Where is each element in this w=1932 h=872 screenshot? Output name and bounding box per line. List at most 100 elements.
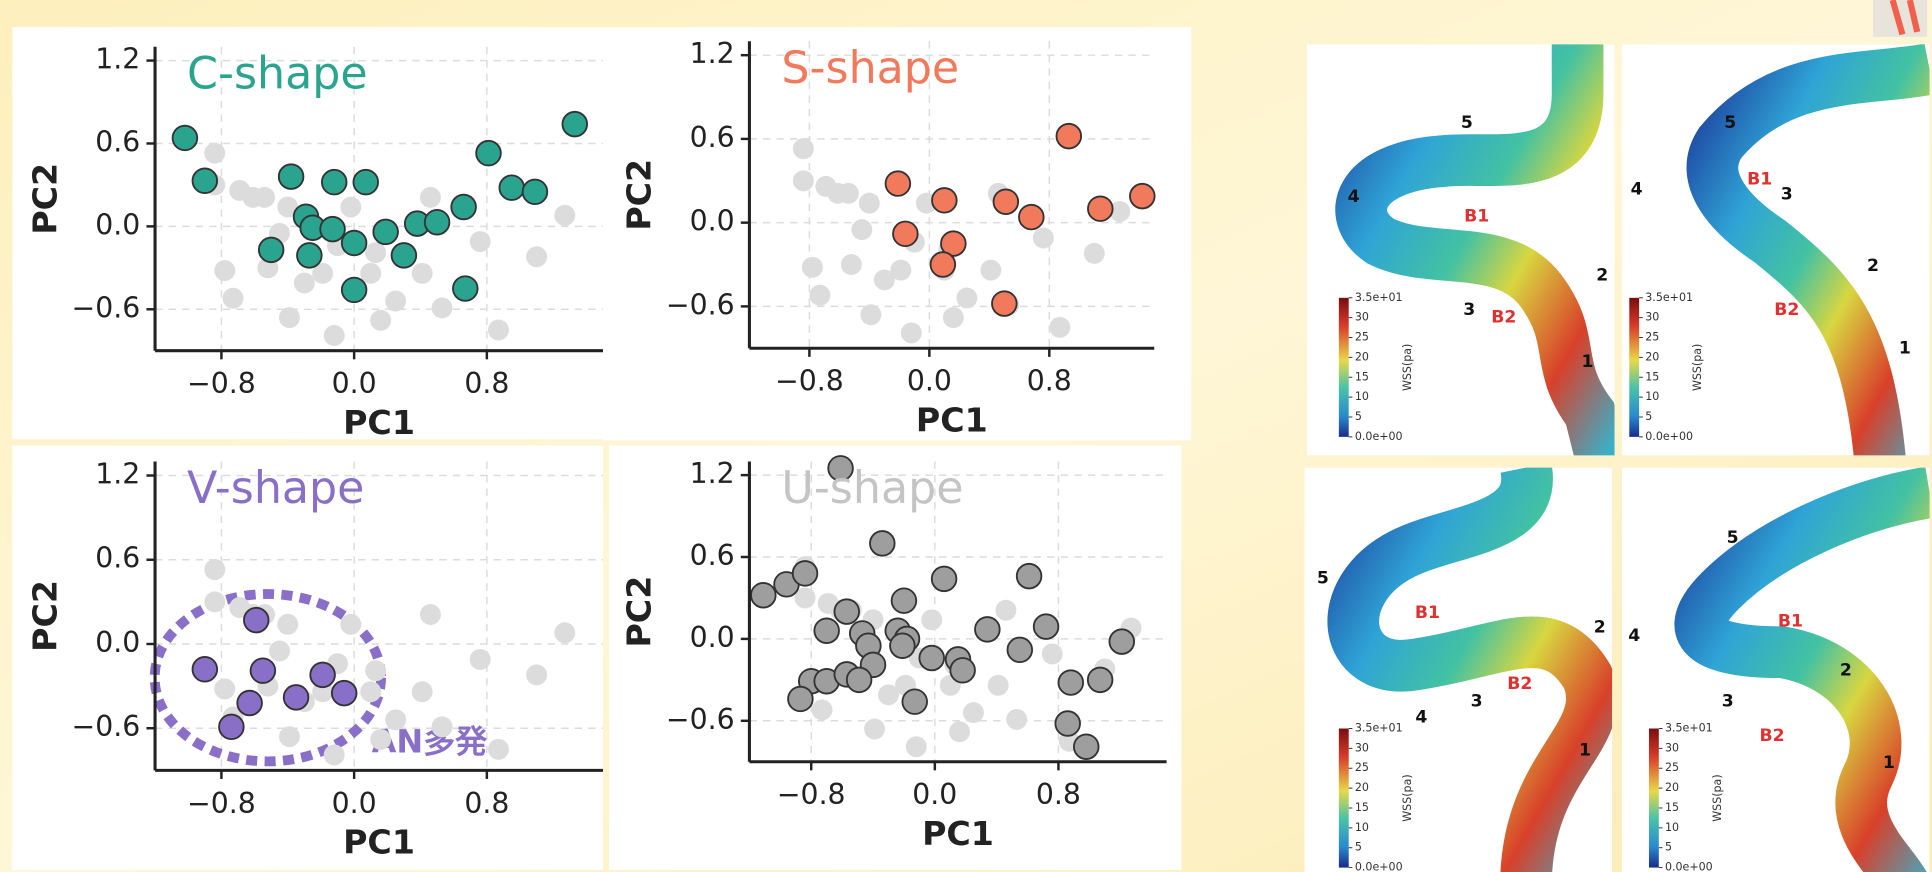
point <box>498 174 525 201</box>
point <box>956 287 978 309</box>
point <box>864 718 886 740</box>
chart-title: U-shape <box>781 463 963 514</box>
point <box>309 661 336 689</box>
point <box>431 716 453 738</box>
x-tick-label: −0.8 <box>775 365 844 398</box>
colorbar-tick-label: 5 <box>1355 410 1362 423</box>
point <box>320 168 348 196</box>
y-axis-label: PC2 <box>25 580 64 652</box>
point <box>452 275 479 302</box>
x-tick-label: 0.8 <box>464 787 509 820</box>
y-tick-label: −0.6 <box>666 703 735 736</box>
cfd-panel: 1 2 3 4 5 B1 B2 3.5e+01 30 25 20 15 10 5 0.0e+00 WSS(pa… <box>1621 467 1930 872</box>
point <box>323 744 345 766</box>
point <box>360 262 382 284</box>
point <box>837 182 859 204</box>
colorbar-tick-label: 10 <box>1355 821 1369 834</box>
colorbar <box>1629 297 1640 437</box>
y-axis-label: PC2 <box>25 163 64 235</box>
point <box>794 587 816 609</box>
point <box>554 622 576 644</box>
x-tick-label: 0.8 <box>1027 365 1072 398</box>
point <box>792 138 814 160</box>
branch-label: B1 <box>1464 207 1489 227</box>
point <box>269 640 290 662</box>
x-tick-label: 0.8 <box>464 367 509 400</box>
x-tick-label: 0.0 <box>332 367 377 400</box>
colorbar-tick-label: 15 <box>1355 801 1369 814</box>
point <box>475 139 502 167</box>
branch-label: B2 <box>1491 307 1516 327</box>
point <box>340 229 368 257</box>
colorbar <box>1648 728 1659 868</box>
point <box>987 674 1009 696</box>
cfd-panel: 1 2 3 4 5 B1 B2 3.5e+01 30 25 20 15 10 5 0.0e+00 WSS(pa… <box>1621 44 1930 456</box>
point <box>431 297 453 319</box>
point <box>792 170 814 192</box>
point <box>365 660 387 682</box>
point <box>813 617 840 644</box>
vessel <box>1327 467 1613 872</box>
x-tick-label: 0.0 <box>912 778 957 811</box>
point <box>526 664 548 686</box>
colorbar-tick-label: 5 <box>1645 410 1652 423</box>
point <box>921 609 943 631</box>
chart-title: V-shape <box>187 463 364 514</box>
point <box>277 196 299 218</box>
point <box>1032 613 1060 640</box>
point <box>282 684 310 711</box>
point <box>1057 669 1085 696</box>
section-label: 2 <box>1840 661 1852 681</box>
point <box>884 170 912 197</box>
colorbar-tick-label: 5 <box>1355 841 1362 854</box>
point <box>312 262 334 284</box>
colorbar-tick-label: 0.0e+00 <box>1665 861 1713 872</box>
colorbar-tick-label: 20 <box>1355 781 1369 794</box>
point <box>1109 201 1131 222</box>
vessel <box>1335 44 1615 456</box>
section-label: 5 <box>1727 528 1739 548</box>
point <box>352 168 379 196</box>
x-tick-label: 0.8 <box>1036 778 1081 811</box>
x-tick-label: 0.0 <box>332 787 377 820</box>
colorbar-tick-label: 25 <box>1645 331 1659 344</box>
point <box>890 259 912 281</box>
colorbar-tick-label: 0.0e+00 <box>1355 430 1403 443</box>
colorbar-tick-label: 20 <box>1355 350 1369 363</box>
colorbar-tick-label: 20 <box>1645 350 1659 363</box>
point <box>249 657 277 684</box>
point <box>1073 733 1100 760</box>
section-label: 4 <box>1415 707 1427 727</box>
point <box>372 218 399 246</box>
colorbar-tick-label: 25 <box>1665 761 1679 774</box>
point <box>942 307 964 329</box>
colorbar-tick-label: 30 <box>1355 311 1369 324</box>
y-tick-label: 0.0 <box>690 205 735 238</box>
colorbar-tick-label: 25 <box>1355 331 1369 344</box>
point <box>833 598 860 625</box>
point <box>191 167 219 195</box>
point <box>858 192 880 214</box>
colorbar-tick-label: 15 <box>1645 370 1659 383</box>
point <box>411 262 433 284</box>
section-label: 3 <box>1463 300 1475 320</box>
point <box>293 272 315 294</box>
point <box>360 681 382 703</box>
section-label: 3 <box>1471 691 1483 711</box>
section-label: 4 <box>1631 180 1643 200</box>
colorbar-tick-label: 3.5e+01 <box>1355 291 1403 304</box>
section-label: 5 <box>1724 113 1736 133</box>
point <box>992 188 1020 215</box>
point <box>811 699 833 721</box>
point <box>171 124 199 152</box>
vessel <box>1686 44 1930 456</box>
point <box>931 187 958 214</box>
colorbar-tick-label: 0.0e+00 <box>1645 430 1693 443</box>
point <box>423 208 451 236</box>
point <box>319 215 346 243</box>
point <box>892 220 919 248</box>
point <box>278 307 300 329</box>
chart-panel <box>12 445 603 871</box>
cfd-panel: 1 2 3 4 5 B1 B2 3.5e+01 30 25 20 15 10 5 0.0e+00 WSS(pa… <box>1306 44 1615 456</box>
